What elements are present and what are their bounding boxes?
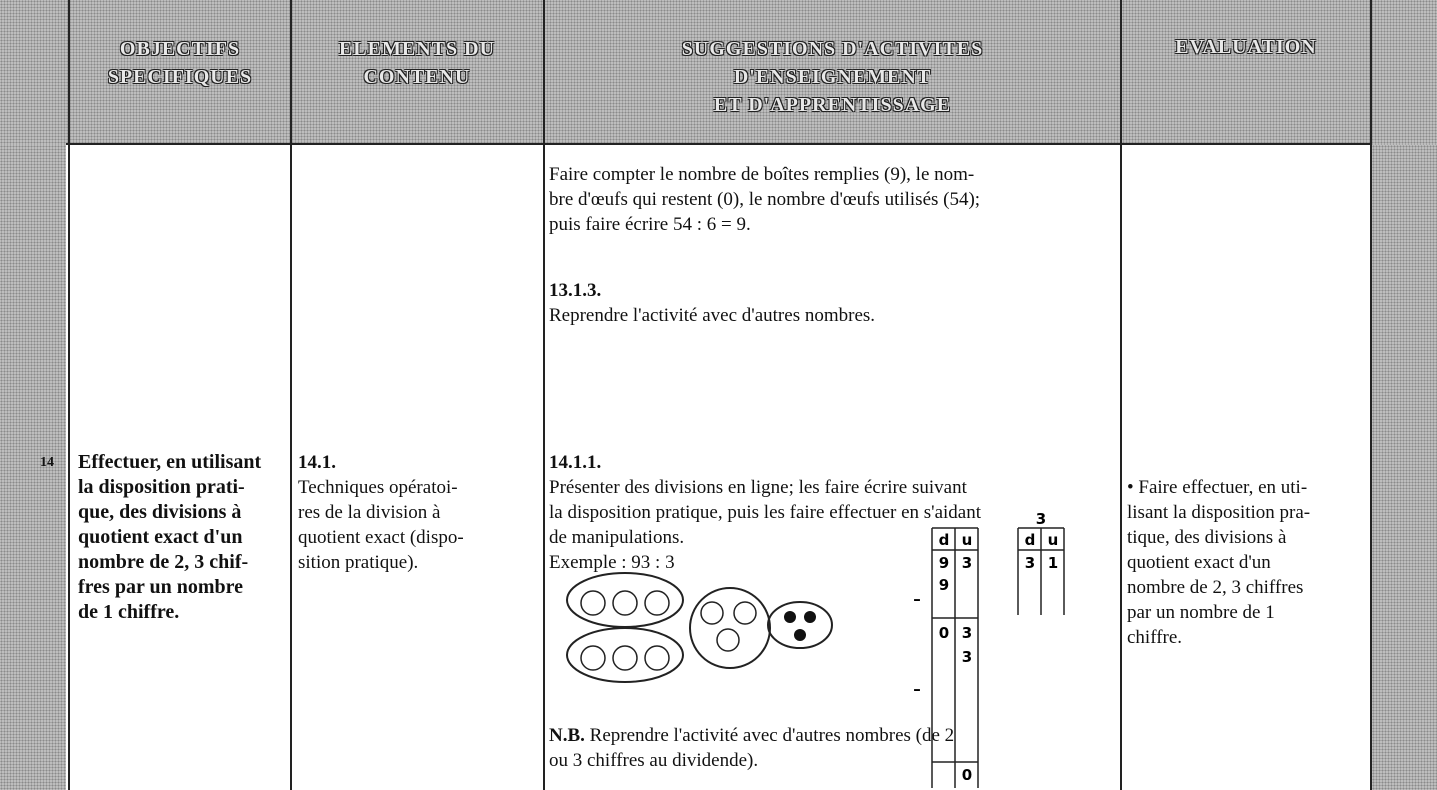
text-line: que, des divisions à: [78, 501, 242, 523]
column-line: [1120, 0, 1122, 790]
text-line: quotient exact (dispo-: [298, 527, 464, 548]
text-line: • Faire effectuer, en uti-: [1127, 477, 1308, 498]
text-line: fres par un nombre: [78, 576, 244, 598]
header-band: [0, 0, 1437, 145]
diagram-digit: –: [913, 680, 921, 698]
suggestion-text: Présenter des divisions en ligne; les fa…: [549, 475, 981, 575]
diagram-digit: 1: [1047, 554, 1059, 572]
header-cell: OBJECTIFS SPECIFIQUES: [70, 35, 290, 91]
text-line: res de la division à: [298, 502, 441, 523]
left-margin: [0, 145, 66, 790]
text-line: Reprendre l'activité avec d'autres nombr…: [549, 305, 876, 326]
text-line: bre d'œufs qui restent (0), le nombre d'…: [549, 189, 981, 210]
diagram-digit: 3: [1024, 554, 1036, 572]
text-line: nombre de 2, 3 chif-: [78, 551, 249, 573]
header-cell: EVALUATION: [1122, 33, 1370, 61]
header-line: OBJECTIFS: [119, 38, 241, 60]
column-line: [290, 0, 292, 790]
header-line: ELEMENTS DU: [338, 38, 496, 60]
diagram-digit: 9: [938, 576, 950, 594]
elements: Techniques opératoi-res de la division à…: [298, 475, 464, 575]
text-line: Présenter des divisions en ligne; les fa…: [549, 477, 967, 498]
text-line: par un nombre de 1: [1127, 602, 1275, 623]
evaluation: • Faire effectuer, en uti-lisant la disp…: [1127, 475, 1310, 650]
note-line: ou 3 chiffres au dividende).: [549, 750, 759, 771]
note-line: Reprendre l'activité avec d'autres nombr…: [589, 725, 955, 746]
header-line: CONTENU: [363, 66, 471, 88]
text-line: tique, des divisions à: [1127, 527, 1287, 548]
diagram-digit: –: [913, 590, 921, 608]
note-heading: N.B.: [549, 725, 585, 746]
text-line: sition pratique).: [298, 552, 419, 573]
column-line: [543, 0, 545, 790]
header-cell: ELEMENTS DU CONTENU: [292, 35, 542, 91]
suggestion-text: Faire compter le nombre de boîtes rempli…: [549, 162, 980, 237]
diagram-digit: 0: [961, 766, 973, 784]
text-line: de manipulations.: [549, 527, 685, 548]
text-line: la disposition pratique, puis les faire …: [549, 502, 982, 523]
diagram-digit: 3: [961, 554, 973, 572]
diagram-digit: u: [961, 531, 973, 549]
text-line: la disposition prati-: [78, 476, 245, 498]
text-line: chiffre.: [1127, 627, 1183, 648]
diagram-digit: 3: [1035, 510, 1047, 528]
row-number: 14: [40, 455, 54, 470]
header-line: EVALUATION: [1175, 36, 1317, 58]
suggestion-text: Reprendre l'activité avec d'autres nombr…: [549, 303, 875, 328]
header-cell: SUGGESTIONS D'ACTIVITES D'ENSEIGNEMENT ET …: [545, 35, 1120, 119]
header-line: SPECIFIQUES: [107, 66, 253, 88]
header-rule: [66, 143, 1372, 145]
diagram-digit: 0: [938, 624, 950, 642]
objectives: Effectuer, en utilisant la disposition pr…: [78, 450, 261, 625]
text-line: de 1 chiffre.: [78, 601, 180, 623]
text-line: puis faire écrire 54 : 6 = 9.: [549, 214, 751, 235]
activity-heading: 14.1.1.: [549, 452, 602, 473]
column-line: [1370, 0, 1372, 790]
diagram-digit: d: [1024, 531, 1036, 549]
activity-heading: 13.1.3.: [549, 280, 602, 301]
text-line: Techniques opératoi-: [298, 477, 458, 498]
column-line: [68, 0, 70, 790]
text-line: quotient exact d'un: [1127, 552, 1271, 573]
header-line: ET D'APPRENTISSAGE: [713, 94, 952, 116]
diagram-digit: 9: [938, 554, 950, 572]
note: N.B. Reprendre l'activité avec d'autres …: [549, 723, 954, 748]
text-line: quotient exact d'un: [78, 526, 243, 548]
diagram-digit: 3: [961, 624, 973, 642]
text-line: lisant la disposition pra-: [1127, 502, 1311, 523]
header-line: D'ENSEIGNEMENT: [733, 66, 932, 88]
diagram-digit: d: [938, 531, 950, 549]
text-line: Exemple : 93 : 3: [549, 552, 675, 573]
diagram-digit: 3: [961, 648, 973, 666]
right-margin: [1372, 145, 1437, 790]
element-heading: 14.1.: [298, 452, 336, 473]
diagram-digit: u: [1047, 531, 1059, 549]
text-line: Effectuer, en utilisant: [78, 451, 262, 473]
text-line: Faire compter le nombre de boîtes rempli…: [549, 164, 975, 185]
text-line: nombre de 2, 3 chiffres: [1127, 577, 1304, 598]
header-line: SUGGESTIONS D'ACTIVITES: [681, 38, 984, 60]
